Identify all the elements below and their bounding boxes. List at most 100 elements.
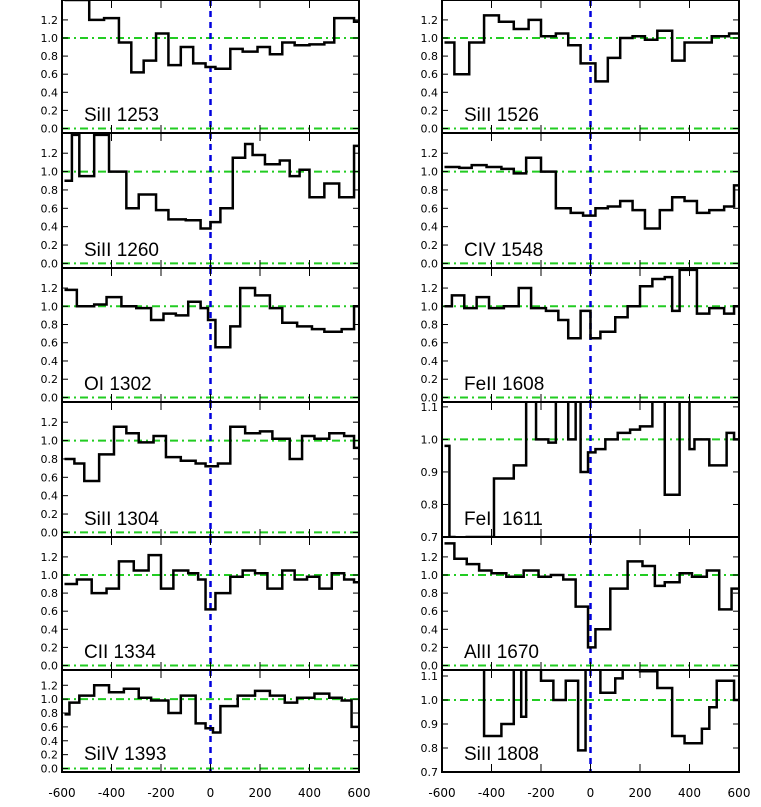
y-tick-label: 0.4 <box>41 355 59 368</box>
y-tick-label: 0.0 <box>421 391 439 404</box>
y-tick-label: 1.0 <box>41 32 59 45</box>
x-tick-label: -200 <box>147 786 174 800</box>
x-tick-label: 0 <box>207 786 215 800</box>
spectrum-step-line <box>444 402 739 537</box>
panel-label: CII 1334 <box>84 642 156 663</box>
spectrum-step-line <box>64 553 359 611</box>
y-tick-label: 0.2 <box>41 239 59 252</box>
spectrum-step-line <box>64 425 359 483</box>
y-tick-label: 0.4 <box>421 221 439 234</box>
y-tick-label: 0.6 <box>421 202 439 215</box>
y-tick-label: 0.9 <box>421 718 439 731</box>
y-tick-label: 1.2 <box>41 416 59 429</box>
y-tick-label: 0.0 <box>421 257 439 270</box>
y-tick-label: 0.0 <box>41 763 59 776</box>
y-tick-label: 0.2 <box>41 508 59 521</box>
y-tick-label: 1.2 <box>421 147 439 160</box>
y-tick-label: 0.8 <box>421 50 439 63</box>
y-tick-label: 1.2 <box>421 14 439 27</box>
spectrum-step-line <box>444 542 739 649</box>
y-tick-label: 0.4 <box>41 221 59 234</box>
y-tick-label: 0.0 <box>41 391 59 404</box>
y-tick-label: 0.6 <box>41 471 59 484</box>
y-tick-label: 1.0 <box>41 166 59 179</box>
panel-siiv-1393: 0.00.20.40.60.81.01.2 SiIV 1393 <box>41 669 360 776</box>
y-tick-label: 1.0 <box>421 433 439 446</box>
x-tick-label: -600 <box>428 786 455 800</box>
y-tick-label: 0.0 <box>421 122 439 135</box>
y-tick-label: 1.0 <box>41 300 59 313</box>
y-tick-label: 0.6 <box>41 337 59 350</box>
y-tick-label: 0.8 <box>41 50 59 63</box>
y-tick-label: 0.2 <box>41 641 59 654</box>
y-tick-label: 0.0 <box>41 659 59 672</box>
spectrum-step-line <box>444 156 739 230</box>
y-tick-label: 1.0 <box>421 694 439 707</box>
panel-label: OI 1302 <box>84 374 152 395</box>
panel-siii-1808: 0.7 0.8 0.9 1.0 1.1 SiII 1808 <box>421 669 740 779</box>
panel-frame <box>61 669 360 773</box>
y-tick-label: 1.2 <box>421 282 439 295</box>
y-tick-label: 0.7 <box>421 766 439 779</box>
x-tick-label: 400 <box>298 786 321 800</box>
y-tick-label: 0.8 <box>41 707 59 720</box>
y-tick-label: 1.2 <box>41 551 59 564</box>
panel-label: FeII 1611 <box>464 509 543 530</box>
y-tick-label: 0.0 <box>41 122 59 135</box>
x-tick-label: -600 <box>48 786 75 800</box>
panel-oi-1302: 0.0 0.2 0.4 0.6 0.8 1.0 1.2 OI 1302 <box>41 267 360 404</box>
y-tick-label: 0.9 <box>421 466 439 479</box>
x-tick-label: 0 <box>587 786 595 800</box>
y-tick-label: 1.0 <box>41 435 59 448</box>
y-tick-label: 1.2 <box>421 551 439 564</box>
panel-civ-1548: 0.0 0.2 0.4 0.6 0.8 1.0 1.2 CIV 1548 <box>421 132 740 270</box>
panel-label: SiII 1253 <box>84 105 159 126</box>
y-tick-label: 1.0 <box>421 569 439 582</box>
y-tick-label: 0.6 <box>41 605 59 618</box>
y-tick-label: 0.4 <box>41 86 59 99</box>
panel-label: SiII 1304 <box>84 509 159 530</box>
y-tick-label: 0.2 <box>421 239 439 252</box>
y-tick-label: 0.4 <box>41 490 59 503</box>
spectrum-step-line <box>64 286 359 349</box>
y-tick-label: 0.8 <box>421 498 439 511</box>
x-tick-label: -400 <box>98 786 125 800</box>
y-tick-label: 1.1 <box>421 401 439 414</box>
y-tick-label: 0.2 <box>41 373 59 386</box>
y-tick-label: 1.0 <box>41 569 59 582</box>
y-tick-label: 0.2 <box>421 104 439 117</box>
x-tick-label: -400 <box>478 786 505 800</box>
panel-label: CIV 1548 <box>464 240 543 261</box>
y-tick-label: 0.2 <box>41 104 59 117</box>
y-tick-label: 1.2 <box>41 14 59 27</box>
panel-label: AlII 1670 <box>464 642 539 663</box>
y-tick-label: 0.4 <box>421 623 439 636</box>
y-tick-label: 0.8 <box>421 319 439 332</box>
panel-label: SiII 1260 <box>84 240 159 261</box>
x-tick-label: 200 <box>629 786 652 800</box>
y-tick-label: 0.8 <box>41 184 59 197</box>
x-tick-label: -200 <box>527 786 554 800</box>
y-tick-label: 0.8 <box>41 319 59 332</box>
y-tick-label: 0.6 <box>421 68 439 81</box>
y-tick-label: 1.2 <box>41 282 59 295</box>
spectrum-step-line <box>444 14 739 83</box>
panel-label: SiIV 1393 <box>84 744 166 765</box>
y-tick-label: 0.8 <box>41 587 59 600</box>
x-tick-label: 600 <box>728 786 751 800</box>
y-tick-label: 1.0 <box>421 300 439 313</box>
spectrum-step-line <box>444 268 739 340</box>
y-tick-label: 0.2 <box>421 641 439 654</box>
y-tick-label: 0.0 <box>41 257 59 270</box>
y-tick-label: 0.4 <box>421 355 439 368</box>
panel-label: FeII 1608 <box>464 374 544 395</box>
y-tick-label: 0.6 <box>41 68 59 81</box>
y-tick-label: 0.8 <box>421 184 439 197</box>
x-tick-label: 200 <box>249 786 272 800</box>
panel-frame <box>441 669 740 773</box>
panel-label: SiII 1808 <box>464 744 539 765</box>
y-tick-label: 0.8 <box>421 742 439 755</box>
spectrum-step-line <box>64 684 359 734</box>
